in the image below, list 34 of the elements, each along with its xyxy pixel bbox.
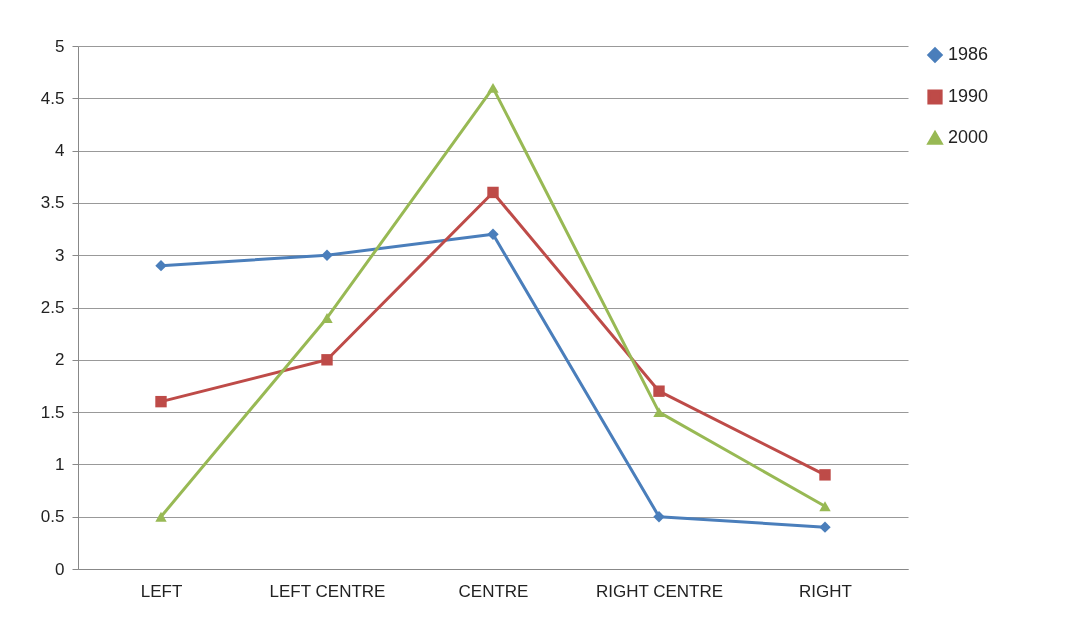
legend-label: 1990 [948, 86, 989, 106]
y-tick-label: 2 [55, 350, 65, 370]
legend-label: 2000 [948, 127, 989, 147]
point [653, 407, 665, 418]
point [155, 511, 167, 522]
point [321, 354, 333, 366]
x-tick-label: RIGHT CENTRE [595, 581, 724, 601]
y-tick-label: 5 [55, 36, 65, 56]
point [819, 501, 831, 512]
y-tick-label: 3.5 [40, 193, 65, 213]
legend-label: 1986 [948, 44, 989, 64]
point [487, 228, 499, 240]
point [155, 395, 167, 408]
point [321, 249, 333, 261]
point [487, 186, 499, 199]
y-tick-label: 3 [55, 245, 65, 265]
y-tick-label: 1 [55, 454, 65, 474]
x-tick-label: CENTRE [458, 581, 529, 601]
x-tick-label: LEFT CENTRE [269, 581, 386, 601]
y-tick-label: 0.5 [40, 507, 65, 527]
x-tick-label: LEFT [140, 581, 183, 601]
y-tick-label: 2.5 [40, 298, 65, 317]
point [653, 511, 665, 523]
point [819, 521, 831, 533]
point [155, 259, 167, 272]
y-tick-label: 1.5 [40, 402, 65, 422]
point [321, 313, 333, 323]
y-tick-label: 0 [55, 559, 65, 579]
point [487, 82, 499, 93]
x-tick-label: RIGHT [799, 581, 852, 601]
y-tick-label: 4.5 [40, 88, 65, 108]
point [653, 385, 665, 397]
point [819, 469, 831, 481]
y-tick-label: 4 [55, 141, 65, 161]
